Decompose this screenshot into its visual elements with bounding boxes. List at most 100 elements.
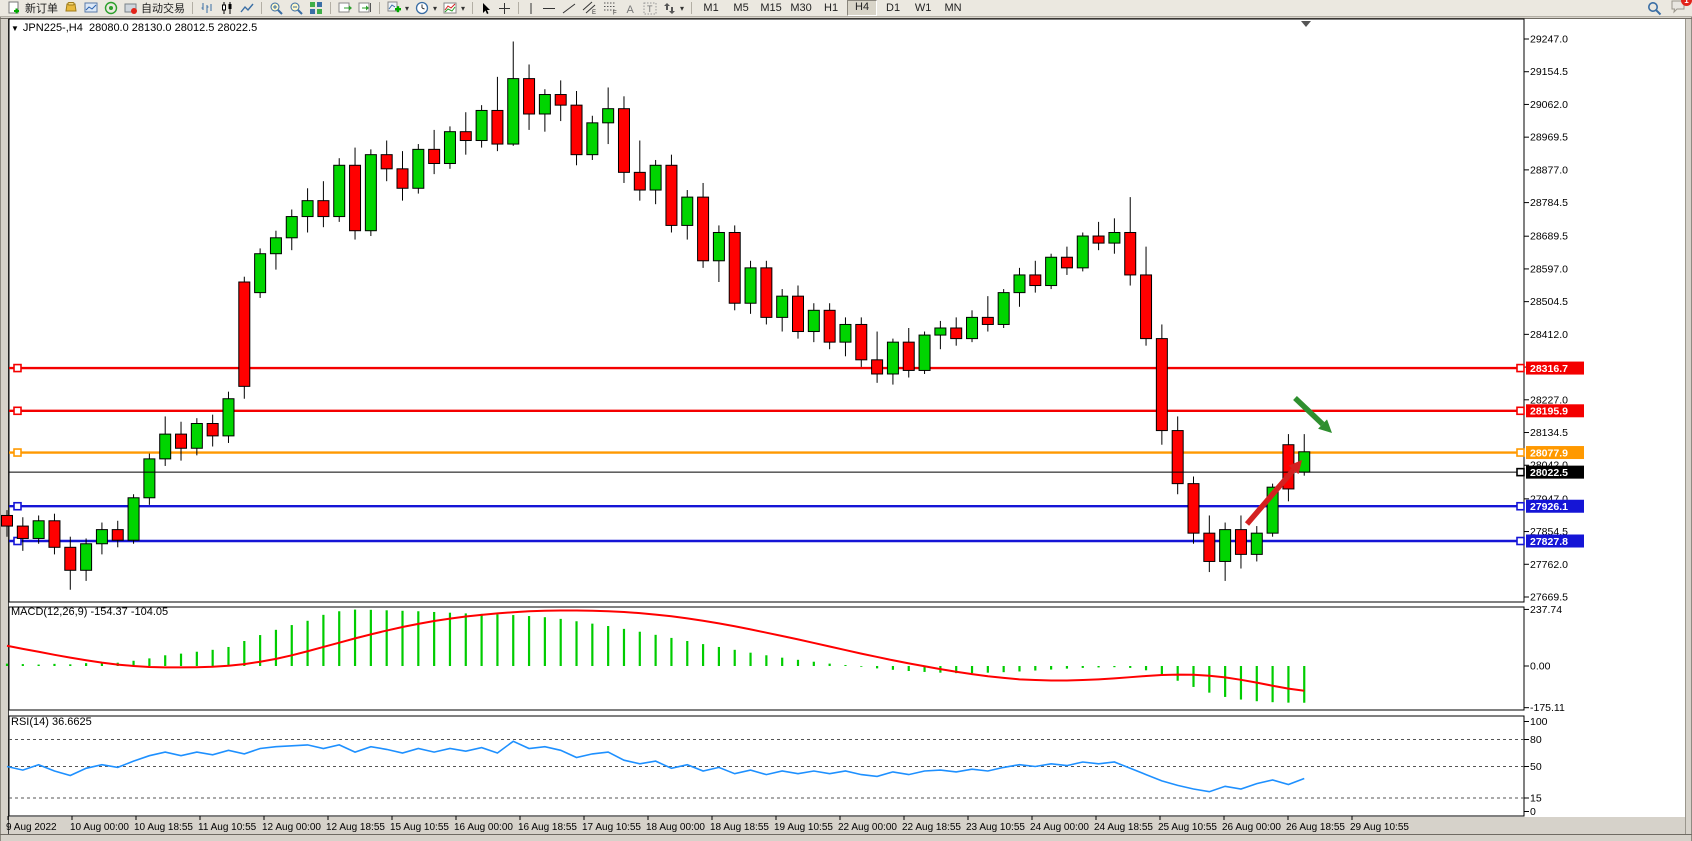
timeframe-M1[interactable]: M1 <box>703 2 719 14</box>
price-tick-label: 27762.0 <box>1530 559 1568 571</box>
candle-body <box>111 529 124 541</box>
timeframe-H4[interactable]: H4 <box>847 0 878 16</box>
trendline-icon <box>562 3 576 13</box>
window-bottom-edge <box>0 834 1692 841</box>
timeframe-M15[interactable]: M15 <box>760 2 782 14</box>
auto-scroll-button[interactable] <box>335 1 355 16</box>
shapes-tool-button[interactable]: ▾ <box>660 1 687 16</box>
equidistant-channel-tool-button[interactable]: E <box>579 1 600 16</box>
quotes-button[interactable] <box>61 1 81 16</box>
period-button[interactable]: ▾ <box>412 1 440 16</box>
candle-body <box>855 323 868 361</box>
chart-shift-marker-icon[interactable] <box>1301 21 1311 27</box>
price-tick-label: 28877.0 <box>1530 164 1568 176</box>
price-tick-label: 28597.0 <box>1530 263 1568 275</box>
hline-handle[interactable] <box>13 448 22 457</box>
current-price-badge <box>1526 465 1584 479</box>
bar-chart-button[interactable] <box>197 1 217 16</box>
svg-text:F: F <box>613 11 617 16</box>
candle-body <box>412 148 425 189</box>
time-tick-label: 10 Aug 00:00 <box>70 822 129 833</box>
hline-handle[interactable] <box>13 501 22 511</box>
zoom-out-button[interactable] <box>286 1 306 16</box>
macd-axis-label: -175.11 <box>1530 702 1565 714</box>
time-tick-label: 25 Aug 10:55 <box>1158 822 1217 833</box>
chart-shift-button[interactable] <box>355 1 375 16</box>
timeframe-MN[interactable]: MN <box>944 2 962 14</box>
price-tick-label: 28969.5 <box>1530 132 1568 144</box>
candle-body <box>64 546 77 571</box>
timeframe-D1[interactable]: D1 <box>886 2 901 14</box>
chat-button[interactable]: 1 <box>1670 0 1692 17</box>
candle-body <box>159 433 172 460</box>
candle-body <box>32 520 45 539</box>
candle-body <box>175 433 188 449</box>
current-price-marker <box>1516 467 1525 477</box>
horizontal-line-icon <box>543 7 556 9</box>
new-order-button[interactable]: 新订单 <box>5 1 61 16</box>
rsi-indicator-label: RSI(14) 36.6625 <box>11 716 92 728</box>
tile-windows-button[interactable] <box>306 1 326 16</box>
candle-body <box>649 164 662 191</box>
line-chart-button[interactable] <box>237 1 257 16</box>
text-tool-button[interactable]: A <box>621 1 640 16</box>
new-order-icon <box>8 1 19 14</box>
annotation-arrow-head[interactable] <box>1318 419 1332 433</box>
cursor-tool-button[interactable] <box>477 1 495 16</box>
auto-trading-icon <box>124 3 137 14</box>
add-indicator-caret-icon: ▾ <box>405 3 410 13</box>
zoom-in-button[interactable] <box>266 1 286 16</box>
candle-body <box>902 341 915 371</box>
candle-body <box>95 529 108 545</box>
add-indicator-icon <box>387 1 401 13</box>
candle-body <box>712 231 725 262</box>
main-panel-frame <box>8 18 1525 603</box>
candle-body <box>981 316 994 325</box>
time-tick-label: 26 Aug 18:55 <box>1286 822 1345 833</box>
candle-body <box>760 267 773 318</box>
svg-text:A: A <box>627 4 635 15</box>
chart-ohlc-values: 28080.0 28130.0 28012.5 28022.5 <box>88 22 258 34</box>
chart-window: 29247.0 29154.5 29062.0 28969.5 28877.0 28784… <box>0 17 1692 841</box>
horizontal-line-tool-button[interactable] <box>539 1 559 16</box>
text-label-icon: T <box>643 2 657 14</box>
candle-body <box>238 281 251 387</box>
crosshair-tool-button[interactable] <box>495 1 514 16</box>
profile-button[interactable] <box>81 1 101 16</box>
vertical-line-tool-button[interactable] <box>523 1 539 16</box>
time-tick-label: 18 Aug 18:55 <box>710 822 769 833</box>
rsi-axis-label: 80 <box>1530 734 1542 746</box>
candle-body <box>222 398 235 437</box>
candle-body <box>317 200 330 218</box>
signal-button[interactable] <box>101 1 121 16</box>
fibonacci-tool-button[interactable]: F <box>600 1 621 16</box>
hline-handle[interactable] <box>13 363 22 373</box>
candle-body <box>1124 231 1137 276</box>
time-tick-label: 17 Aug 10:55 <box>582 822 641 833</box>
text-label-tool-button[interactable]: T <box>640 1 660 16</box>
annotation-arrow-shaft[interactable] <box>1244 468 1296 526</box>
hline-handle[interactable] <box>13 406 22 416</box>
text-icon: A <box>627 4 635 15</box>
price-chart[interactable]: 29247.0 29154.5 29062.0 28969.5 28877.0 28784… <box>0 17 1692 841</box>
toolbar-separator <box>330 2 331 14</box>
timeframe-W1[interactable]: W1 <box>914 2 932 14</box>
candle-body <box>1219 529 1232 562</box>
trendline-tool-button[interactable] <box>559 1 579 16</box>
timeframe-M30[interactable]: M30 <box>790 2 812 14</box>
time-tick-label: 15 Aug 10:55 <box>390 822 449 833</box>
timeframe-M5[interactable]: M5 <box>733 2 749 14</box>
symbol-dropdown-icon[interactable]: ▼ <box>11 24 19 33</box>
templates-button[interactable]: ▾ <box>440 1 468 16</box>
candle-body <box>823 309 836 343</box>
auto-trading-button[interactable]: 自动交易 <box>121 1 188 16</box>
tile-windows-icon <box>310 2 322 14</box>
annotation-arrow-head[interactable] <box>1288 460 1302 475</box>
macd-axis-label: 237.74 <box>1530 604 1562 616</box>
candle-body <box>681 196 694 226</box>
add-indicator-button[interactable]: ▾ <box>384 1 412 16</box>
candlestick-button[interactable] <box>217 1 237 16</box>
annotation-arrow-shaft[interactable] <box>1293 396 1325 427</box>
timeframe-H1[interactable]: H1 <box>824 2 839 14</box>
search-icon[interactable] <box>1647 1 1662 16</box>
